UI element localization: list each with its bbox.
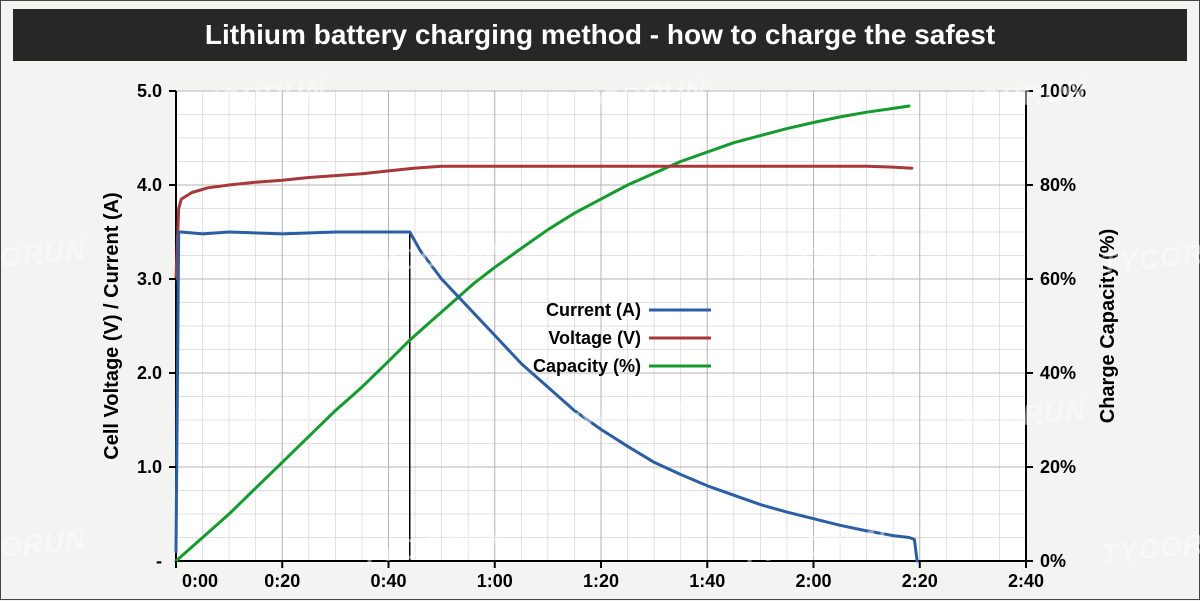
ytick-right: 80% xyxy=(1040,175,1076,195)
ytick-right: 0% xyxy=(1040,551,1066,571)
ytick-left-zero: - xyxy=(156,551,162,571)
ytick-right: 60% xyxy=(1040,269,1076,289)
xtick: 2:40 xyxy=(1008,571,1044,591)
ytick-left: 5.0 xyxy=(137,81,162,101)
ytick-left: 4.0 xyxy=(137,175,162,195)
y-right-label: Charge Capacity (%) xyxy=(1097,229,1119,424)
legend-label: Voltage (V) xyxy=(548,328,641,348)
ytick-left: 2.0 xyxy=(137,363,162,383)
ytick-left: 3.0 xyxy=(137,269,162,289)
xtick: 0:40 xyxy=(370,571,406,591)
legend-label: Capacity (%) xyxy=(533,356,641,376)
ytick-right: 100% xyxy=(1040,81,1086,101)
y-left-label: Cell Voltage (V) / Current (A) xyxy=(101,192,123,459)
ytick-left: 1.0 xyxy=(137,457,162,477)
chart-svg: 1.0 2.0 3.0 4.0 5.0 - 0% 20% 40% 60% 80% 100% 0:00 0:… xyxy=(1,71,1200,601)
xtick: 1:40 xyxy=(689,571,725,591)
page-title-text: Lithium battery charging method - how to… xyxy=(205,19,995,51)
xtick: 1:00 xyxy=(477,571,513,591)
xtick: 1:20 xyxy=(583,571,619,591)
page-title: Lithium battery charging method - how to… xyxy=(13,9,1187,61)
xtick: 2:00 xyxy=(795,571,831,591)
xtick: 0:20 xyxy=(264,571,300,591)
legend-label: Current (A) xyxy=(546,300,641,320)
ytick-right: 20% xyxy=(1040,457,1076,477)
xtick: 2:20 xyxy=(902,571,938,591)
chart-container: 1.0 2.0 3.0 4.0 5.0 - 0% 20% 40% 60% 80% 100% 0:00 0:… xyxy=(1,71,1199,599)
xtick: 0:00 xyxy=(182,571,218,591)
ytick-right: 40% xyxy=(1040,363,1076,383)
